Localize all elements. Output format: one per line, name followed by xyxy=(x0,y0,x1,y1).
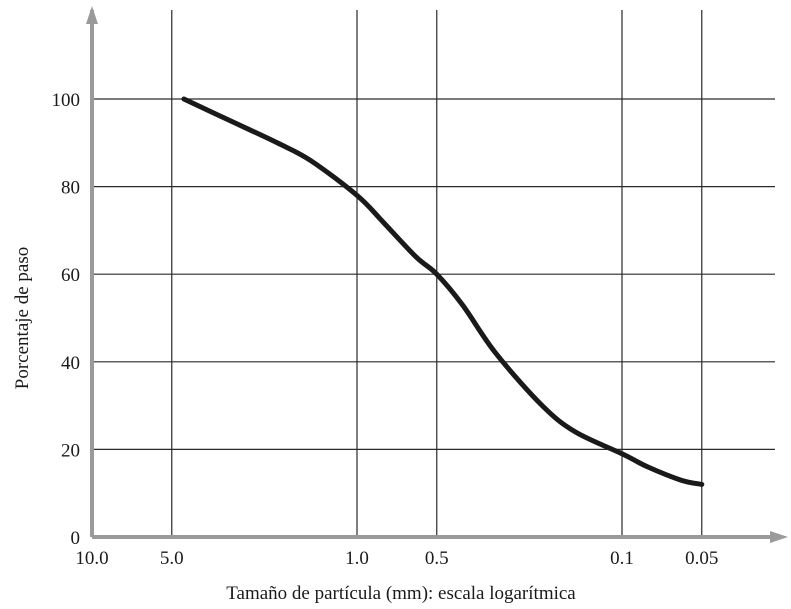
x-tick-label: 0.5 xyxy=(425,548,449,569)
series-curve xyxy=(181,96,705,487)
x-tick-label: 1.0 xyxy=(345,548,369,569)
tick-labels: 0 20 40 60 80 100 10.0 5.0 1.0 0.5 0.1 0.05 xyxy=(52,90,719,569)
x-tick-label: 5.0 xyxy=(160,548,184,569)
y-tick-label: 80 xyxy=(61,178,80,199)
x-tick-label: 10.0 xyxy=(75,548,108,569)
x-tick-label: 0.05 xyxy=(685,548,718,569)
x-axis-title: Tamaño de partícula (mm): escala logarít… xyxy=(226,583,576,604)
y-tick-label: 60 xyxy=(61,265,80,286)
y-axis-arrow-icon xyxy=(86,6,98,24)
y-tick-label: 40 xyxy=(61,353,80,374)
y-tick-label: 20 xyxy=(61,440,80,461)
x-axis-arrow-icon xyxy=(770,531,788,543)
x-tick-label: 0.1 xyxy=(610,548,634,569)
axes xyxy=(86,6,788,543)
y-tick-label: 0 xyxy=(71,528,81,549)
y-axis-title: Porcentaje de paso xyxy=(12,247,33,389)
y-tick-label: 100 xyxy=(52,90,81,111)
grid xyxy=(92,10,775,537)
